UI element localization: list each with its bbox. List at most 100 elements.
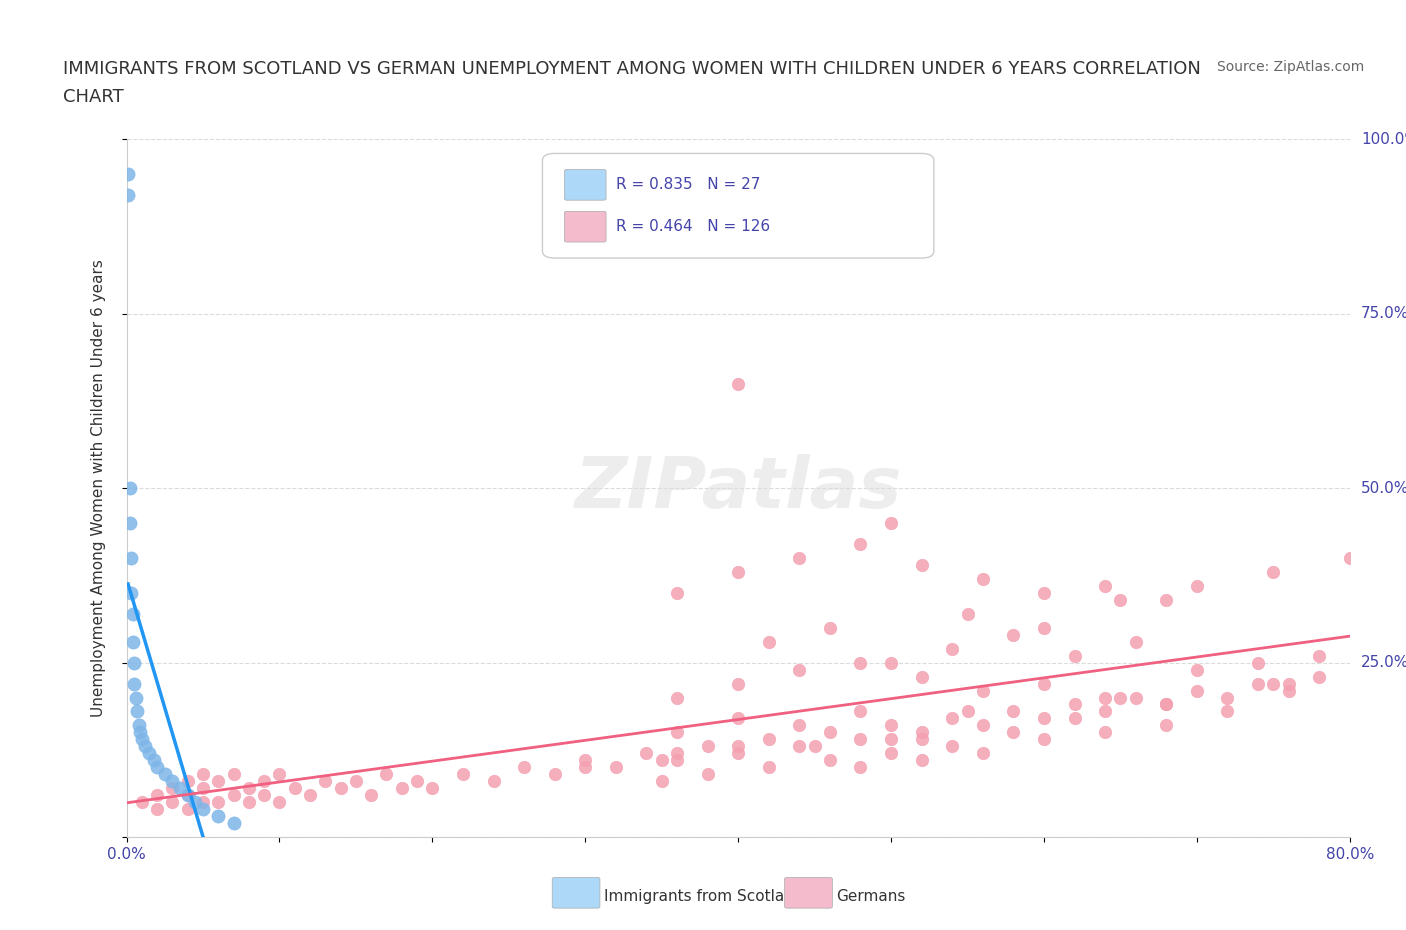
Point [849, 732, 872, 747]
Point [422, 781, 444, 796]
Text: Immigrants from Scotland: Immigrants from Scotland [603, 889, 803, 904]
Point [849, 655, 872, 670]
Point [207, 809, 229, 824]
Point [818, 753, 841, 768]
Point [543, 766, 565, 781]
Point [1125, 690, 1147, 705]
Point [727, 746, 749, 761]
Point [177, 788, 200, 803]
Point [911, 753, 934, 768]
Point [1109, 592, 1132, 607]
Point [253, 788, 276, 803]
Point [696, 738, 718, 753]
Point [253, 774, 276, 789]
Point [153, 766, 176, 781]
Text: ZIPatlas: ZIPatlas [575, 454, 901, 523]
Point [1125, 634, 1147, 649]
Point [727, 676, 749, 691]
Point [177, 788, 200, 803]
Point [941, 642, 963, 657]
Point [574, 753, 596, 768]
Point [222, 788, 245, 803]
Point [1185, 683, 1208, 698]
Point [1308, 670, 1330, 684]
Text: IMMIGRANTS FROM SCOTLAND VS GERMAN UNEMPLOYMENT AMONG WOMEN WITH CHILDREN UNDER : IMMIGRANTS FROM SCOTLAND VS GERMAN UNEMP… [63, 60, 1201, 78]
Point [941, 738, 963, 753]
Point [191, 766, 214, 781]
Point [803, 738, 825, 753]
Point [162, 781, 184, 796]
Point [1156, 698, 1178, 712]
Point [880, 655, 903, 670]
Point [238, 781, 260, 796]
Point [1156, 698, 1178, 712]
Point [666, 690, 689, 705]
Point [696, 766, 718, 781]
Point [1063, 648, 1085, 663]
Point [849, 760, 872, 775]
Point [941, 711, 963, 725]
Point [911, 558, 934, 573]
Point [1033, 620, 1056, 635]
Point [177, 774, 200, 789]
Point [191, 802, 214, 817]
Point [120, 586, 142, 601]
Point [758, 634, 780, 649]
Point [129, 725, 152, 740]
Point [146, 760, 169, 775]
Point [269, 794, 291, 809]
Point [118, 481, 141, 496]
Point [1002, 704, 1025, 719]
Point [1277, 683, 1299, 698]
Point [1247, 655, 1270, 670]
Point [269, 766, 291, 781]
Point [727, 738, 749, 753]
Point [1109, 690, 1132, 705]
Point [880, 732, 903, 747]
Point [666, 753, 689, 768]
Point [184, 794, 207, 809]
Point [1002, 725, 1025, 740]
Text: Germans: Germans [837, 889, 905, 904]
Point [972, 683, 994, 698]
Point [818, 725, 841, 740]
Point [787, 718, 810, 733]
Point [117, 167, 139, 182]
Point [1308, 648, 1330, 663]
Point [1263, 565, 1285, 579]
Point [451, 766, 474, 781]
Point [131, 732, 153, 747]
Point [143, 753, 166, 768]
Point [727, 565, 749, 579]
Point [1033, 586, 1056, 601]
Point [787, 738, 810, 753]
Point [122, 655, 145, 670]
FancyBboxPatch shape [564, 169, 606, 200]
Point [1094, 578, 1116, 593]
Point [118, 515, 141, 530]
FancyBboxPatch shape [553, 878, 600, 908]
Point [787, 551, 810, 565]
Point [329, 781, 352, 796]
Point [1277, 676, 1299, 691]
Point [911, 732, 934, 747]
Point [128, 718, 150, 733]
Point [1063, 698, 1085, 712]
Point [849, 704, 872, 719]
Point [122, 676, 145, 691]
Point [1094, 690, 1116, 705]
Text: 75.0%: 75.0% [1361, 306, 1406, 322]
Point [1339, 551, 1361, 565]
Point [162, 794, 184, 809]
Point [169, 781, 191, 796]
Point [1185, 662, 1208, 677]
Point [299, 788, 322, 803]
Text: CHART: CHART [63, 88, 124, 106]
Point [1216, 704, 1239, 719]
Point [191, 794, 214, 809]
Point [117, 188, 139, 203]
Point [1033, 711, 1056, 725]
Point [1063, 711, 1085, 725]
Point [146, 802, 169, 817]
Text: R = 0.464   N = 126: R = 0.464 N = 126 [616, 219, 770, 234]
